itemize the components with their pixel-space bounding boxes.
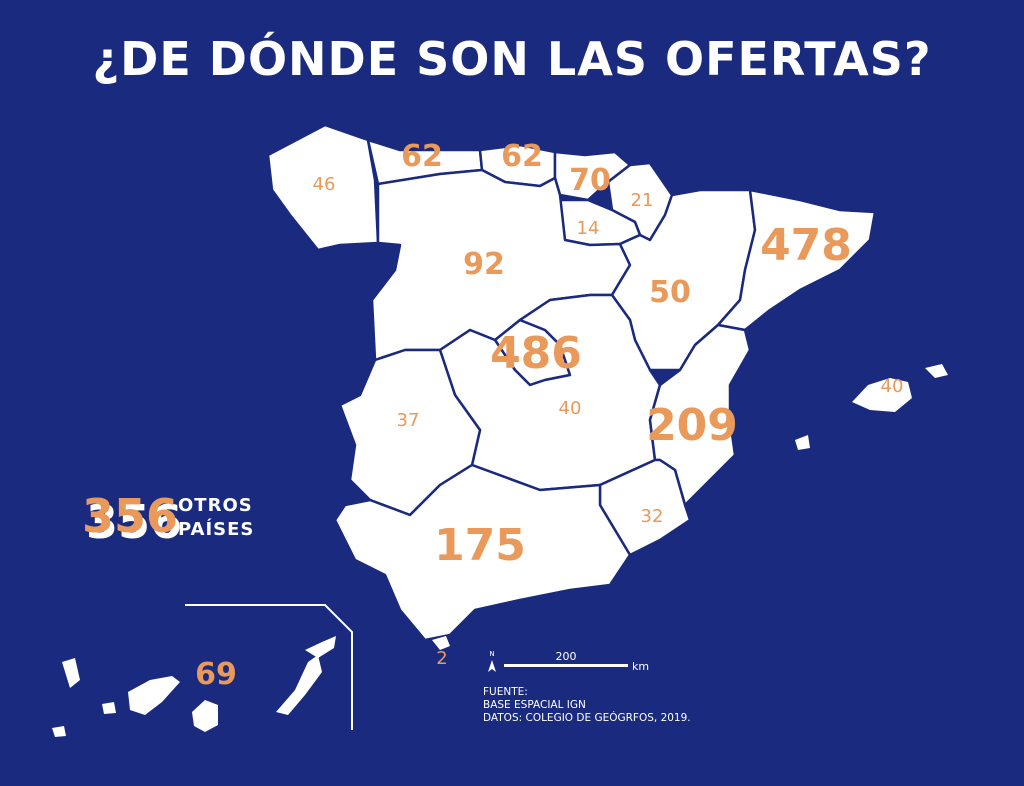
value-la-rioja: 14	[577, 218, 600, 239]
value-galicia: 46	[313, 174, 336, 195]
north-arrow-icon	[488, 660, 496, 672]
value-murcia: 32	[641, 506, 664, 527]
island-lanzarote[interactable]	[305, 636, 336, 658]
source-line2: BASE ESPACIAL IGN	[483, 699, 586, 711]
island-gran-canaria[interactable]	[192, 700, 218, 732]
value-navarra: 21	[631, 190, 654, 211]
page-title: ¿DE DÓNDE SON LAS OFERTAS?	[92, 32, 932, 86]
value-asturias: 62	[401, 139, 443, 174]
canarias-inset-frame	[185, 604, 353, 730]
island-mallorca[interactable]	[852, 378, 912, 412]
value-pais-vasco: 70	[569, 163, 611, 198]
north-label: N	[489, 650, 494, 658]
scale-unit: km	[632, 660, 649, 673]
other-countries-label: OTROS PAÍSES	[178, 494, 254, 542]
value-cantabria: 62	[501, 139, 543, 174]
scale-distance: 200	[556, 650, 577, 663]
value-cataluna: 478	[760, 220, 852, 271]
scale-line	[504, 664, 628, 667]
region-ceuta[interactable]	[432, 636, 450, 650]
region-galicia[interactable]	[266, 123, 380, 252]
value-extremadura: 37	[397, 410, 420, 431]
region-andalucia[interactable]	[333, 463, 632, 642]
island-fuerteventura[interactable]	[276, 655, 322, 715]
source-note: FUENTE: BASE ESPACIAL IGN DATOS: COLEGIO…	[483, 686, 691, 725]
value-canarias: 69	[195, 657, 237, 692]
value-baleares: 40	[881, 376, 904, 397]
value-valencia: 209	[646, 400, 738, 451]
island-ibiza[interactable]	[795, 435, 810, 450]
source-line1: FUENTE:	[483, 686, 528, 698]
other-label-line1: OTROS	[178, 495, 253, 516]
value-madrid: 486	[490, 328, 582, 379]
island-el-hierro[interactable]	[52, 726, 66, 737]
other-countries-callout: 356 356 OTROS PAÍSES	[82, 488, 282, 549]
region-cataluna[interactable]	[716, 188, 877, 332]
value-aragon: 50	[649, 275, 691, 310]
island-menorca[interactable]	[925, 364, 948, 378]
island-la-gomera[interactable]	[102, 702, 116, 714]
region-valencia[interactable]	[648, 323, 752, 507]
other-label-line2: PAÍSES	[178, 519, 255, 540]
value-castilla-leon: 92	[463, 247, 505, 282]
island-la-palma[interactable]	[62, 658, 80, 688]
source-line3: DATOS: COLEGIO DE GEÓGRFOS, 2019.	[483, 712, 691, 724]
other-countries-value: 356	[82, 489, 179, 543]
other-countries-value-shadow: 356	[86, 495, 183, 549]
value-ceuta: 2	[436, 648, 447, 669]
value-andalucia: 175	[434, 520, 526, 571]
scale-bar: N 200 km	[488, 650, 649, 673]
island-tenerife[interactable]	[128, 676, 180, 715]
value-castilla-la-mancha: 40	[559, 398, 582, 419]
